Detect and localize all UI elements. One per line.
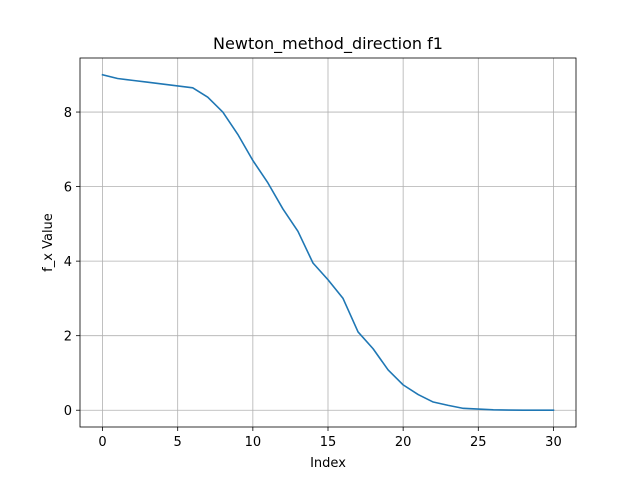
x-tick-label: 5	[174, 435, 182, 450]
plot-area	[101, 73, 555, 412]
x-axis-label: Index	[310, 456, 346, 471]
y-tick-label: 8	[64, 106, 72, 121]
y-tick-label: 4	[64, 255, 72, 270]
x-tick-label: 25	[470, 435, 487, 450]
x-tick-label: 30	[545, 435, 562, 450]
x-tick-label: 15	[320, 435, 337, 450]
y-axis-label: f_x Value	[41, 213, 56, 272]
series-line	[101, 73, 555, 412]
x-tick-label: 10	[245, 435, 262, 450]
y-tick-label: 2	[64, 330, 72, 345]
y-tick-label: 6	[64, 181, 72, 196]
x-tick-label: 0	[98, 435, 106, 450]
chart-title: Newton_method_direction f1	[213, 34, 443, 54]
y-tick-label: 0	[64, 404, 72, 419]
grid	[80, 58, 576, 427]
x-tick-label: 20	[395, 435, 412, 450]
axis-ticks: 0 5 10 15 20 25 30 0 2 4 6 8	[64, 106, 562, 450]
